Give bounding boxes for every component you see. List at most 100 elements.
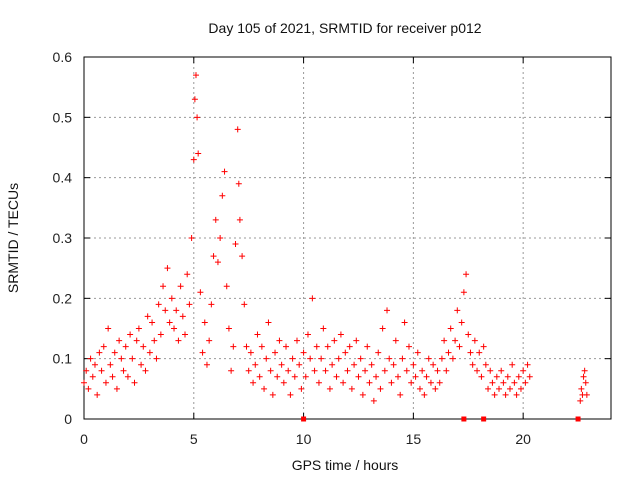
data-point xyxy=(489,379,496,386)
data-point xyxy=(582,379,589,386)
data-point xyxy=(151,337,158,344)
data-point xyxy=(142,367,149,374)
data-point xyxy=(500,379,507,386)
data-point xyxy=(191,96,198,103)
data-point xyxy=(333,373,340,380)
data-point xyxy=(471,337,478,344)
data-point xyxy=(480,343,487,350)
data-point xyxy=(425,355,432,362)
data-point xyxy=(401,319,408,326)
data-point xyxy=(502,391,509,398)
data-point xyxy=(140,343,147,350)
data-point xyxy=(436,379,443,386)
data-point xyxy=(399,355,406,362)
data-point xyxy=(113,385,120,392)
data-point xyxy=(175,337,182,344)
grid xyxy=(84,57,611,419)
data-point xyxy=(370,397,377,404)
data-point xyxy=(362,367,369,374)
y-tick-label: 0.3 xyxy=(53,230,73,246)
x-tick-label: 0 xyxy=(80,431,88,447)
data-point xyxy=(144,313,151,320)
data-point xyxy=(296,361,303,368)
data-point xyxy=(223,283,230,290)
data-point xyxy=(221,168,228,175)
data-point xyxy=(199,349,206,356)
data-point xyxy=(96,349,103,356)
data-point xyxy=(201,319,208,326)
data-point xyxy=(283,343,290,350)
data-point xyxy=(509,361,516,368)
data-point xyxy=(219,192,226,199)
data-point xyxy=(482,361,489,368)
data-point xyxy=(120,367,127,374)
x-tick-label: 20 xyxy=(515,431,531,447)
data-point xyxy=(171,325,178,332)
zero-marker xyxy=(461,416,467,422)
data-point xyxy=(245,367,252,374)
data-point xyxy=(520,367,527,374)
data-point xyxy=(515,373,522,380)
data-point xyxy=(247,349,254,356)
data-point xyxy=(177,283,184,290)
data-point xyxy=(390,361,397,368)
x-tick-label: 5 xyxy=(190,431,198,447)
data-point xyxy=(463,271,470,278)
data-point xyxy=(235,180,242,187)
data-point xyxy=(243,343,250,350)
data-point xyxy=(313,343,320,350)
data-point xyxy=(214,259,221,266)
data-point xyxy=(430,361,437,368)
data-point xyxy=(491,391,498,398)
data-point xyxy=(377,385,384,392)
x-axis-label: GPS time / hours xyxy=(292,457,399,473)
data-point xyxy=(340,379,347,386)
data-point xyxy=(127,331,134,338)
data-point xyxy=(197,289,204,296)
data-point xyxy=(331,337,338,344)
data-point xyxy=(526,373,533,380)
data-point xyxy=(98,367,105,374)
data-point xyxy=(355,373,362,380)
data-point xyxy=(432,385,439,392)
data-point xyxy=(324,343,331,350)
data-point xyxy=(256,373,263,380)
data-point xyxy=(423,373,430,380)
data-point xyxy=(173,307,180,314)
data-point xyxy=(438,355,445,362)
data-point xyxy=(421,391,428,398)
y-tick-label: 0.5 xyxy=(53,109,73,125)
chart-title: Day 105 of 2021, SRMTID for receiver p01… xyxy=(208,20,481,36)
data-point xyxy=(487,367,494,374)
data-point xyxy=(254,331,261,338)
data-point xyxy=(460,289,467,296)
data-point xyxy=(182,331,189,338)
data-point xyxy=(265,319,272,326)
data-point xyxy=(239,253,246,260)
data-point xyxy=(133,337,140,344)
data-point xyxy=(578,385,585,392)
data-point xyxy=(155,301,162,308)
data-point xyxy=(124,373,131,380)
data-point xyxy=(267,367,274,374)
data-point xyxy=(188,235,195,241)
data-point xyxy=(274,373,281,380)
data-point xyxy=(375,349,382,356)
data-point xyxy=(278,361,285,368)
data-point xyxy=(583,391,590,398)
data-point xyxy=(122,343,129,350)
data-point xyxy=(129,355,136,362)
data-point xyxy=(160,283,167,290)
data-point xyxy=(335,355,342,362)
axis-ticks: 0 0.1 0.2 0.3 0.4 0.5 0.6 0 5 10 15 20 xyxy=(53,49,611,447)
data-point xyxy=(230,343,237,350)
data-point xyxy=(318,355,325,362)
data-point xyxy=(241,301,248,308)
data-point xyxy=(225,325,232,332)
data-point xyxy=(386,355,393,362)
data-point xyxy=(478,373,485,380)
data-point xyxy=(441,337,448,344)
data-point xyxy=(153,355,160,362)
data-point xyxy=(419,367,426,374)
data-point xyxy=(232,241,239,248)
